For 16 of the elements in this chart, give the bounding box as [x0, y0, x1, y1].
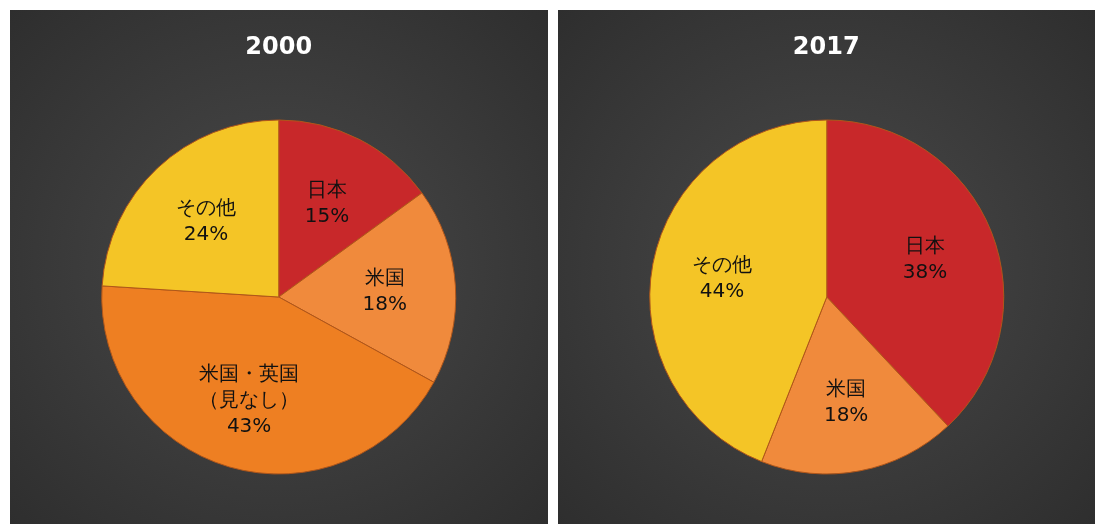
slice-label: 日本 [904, 232, 945, 257]
slice-label: 米国 [826, 376, 867, 401]
chart-title: 2000 [244, 32, 314, 60]
data-label: 43% [226, 412, 272, 437]
slice-label: 米国・英国（見なし） [199, 360, 300, 411]
data-label: 15% [304, 203, 350, 228]
slice-label: 日本 [306, 177, 347, 202]
data-label: 24% [183, 220, 229, 245]
slice-label: 米国 [364, 265, 405, 290]
slice-label: その他 [691, 252, 752, 277]
chart-title: 2017 [791, 32, 861, 60]
data-label: 18% [823, 402, 869, 427]
data-label: 18% [362, 291, 407, 316]
data-label: 44% [699, 278, 745, 303]
slice-label: その他 [176, 194, 237, 219]
data-label: 38% [902, 258, 948, 283]
